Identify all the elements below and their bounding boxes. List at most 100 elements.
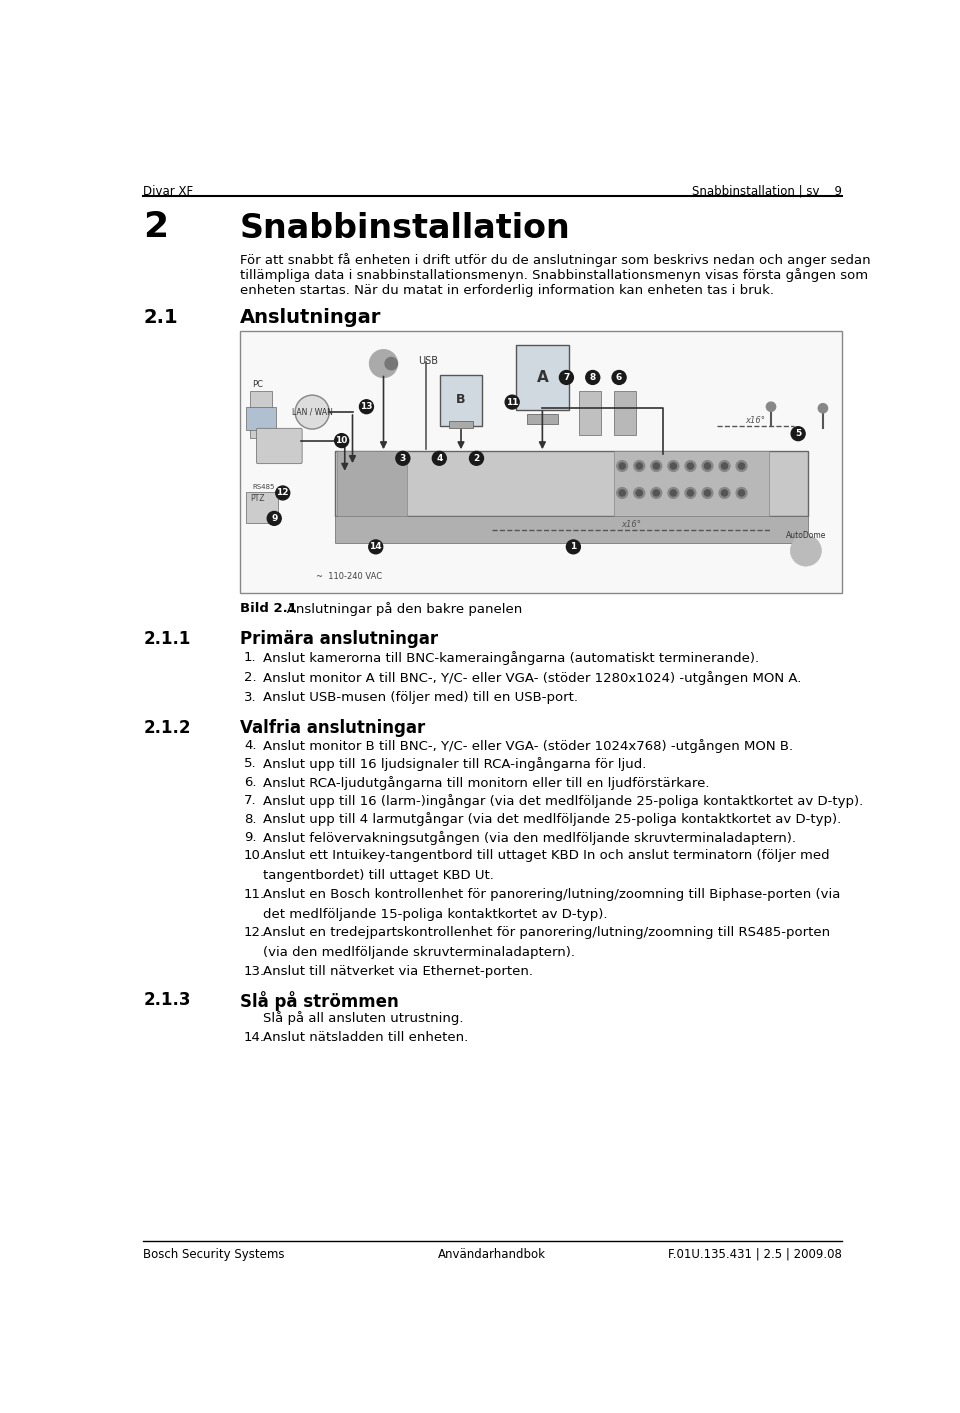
Text: Anslut USB-musen (följer med) till en USB-port.: Anslut USB-musen (följer med) till en US… <box>263 691 578 704</box>
Text: Anslut monitor A till BNC-, Y/C- eller VGA- (stöder 1280x1024) -utgången MON A.: Anslut monitor A till BNC-, Y/C- eller V… <box>263 671 802 685</box>
Text: 13.: 13. <box>244 965 265 978</box>
Circle shape <box>359 400 373 414</box>
Text: tillämpliga data i snabbinstallationsmenyn. Snabbinstallationsmenyn visas första: tillämpliga data i snabbinstallationsmen… <box>240 268 868 283</box>
Bar <box>335 451 808 516</box>
Text: PTZ: PTZ <box>251 493 265 503</box>
Text: 1: 1 <box>570 543 577 551</box>
Text: AutoDome: AutoDome <box>785 531 826 540</box>
Text: Slå på all ansluten utrustning.: Slå på all ansluten utrustning. <box>263 1012 464 1026</box>
Text: Snabbinstallation: Snabbinstallation <box>240 212 571 244</box>
Circle shape <box>736 461 747 472</box>
Circle shape <box>738 463 745 469</box>
Circle shape <box>634 461 645 472</box>
Text: 9.: 9. <box>244 831 256 844</box>
Circle shape <box>791 427 805 441</box>
Text: Anslut ett Intuikey-tangentbord till uttaget KBD In och anslut terminatorn (följ: Anslut ett Intuikey-tangentbord till utt… <box>263 849 830 862</box>
Text: 8.: 8. <box>244 812 256 825</box>
Text: ~  110-240 VAC: ~ 110-240 VAC <box>316 572 382 581</box>
Text: det medlföljande 15-poliga kontaktkortet av D-typ).: det medlföljande 15-poliga kontaktkortet… <box>263 909 608 921</box>
Circle shape <box>685 461 696 472</box>
Text: F.01U.135.431 | 2.5 | 2009.08: F.01U.135.431 | 2.5 | 2009.08 <box>668 1248 842 1260</box>
Circle shape <box>586 370 600 384</box>
Text: enheten startas. När du matat in erforderlig information kan enheten tas i bruk.: enheten startas. När du matat in erforde… <box>240 284 774 297</box>
Text: Anslutningar på den bakre panelen: Anslutningar på den bakre panelen <box>275 602 522 616</box>
Text: 14: 14 <box>370 543 382 551</box>
Text: Anslut till nätverket via Ethernet-porten.: Anslut till nätverket via Ethernet-porte… <box>263 965 534 978</box>
Bar <box>579 390 601 435</box>
Text: Användarhandbok: Användarhandbok <box>438 1248 546 1260</box>
Text: Anslut upp till 16 ljudsignaler till RCA-ingångarna för ljud.: Anslut upp till 16 ljudsignaler till RCA… <box>263 757 647 771</box>
FancyBboxPatch shape <box>256 428 302 463</box>
Text: Divar XF: Divar XF <box>143 185 193 198</box>
Circle shape <box>705 490 710 496</box>
Circle shape <box>651 461 661 472</box>
Text: Anslut kamerorna till BNC-kameraingångarna (automatiskt terminerande).: Anslut kamerorna till BNC-kameraingångar… <box>263 651 759 664</box>
Text: 3: 3 <box>399 454 406 463</box>
Bar <box>247 407 276 430</box>
Circle shape <box>687 463 693 469</box>
Circle shape <box>668 461 679 472</box>
Text: (via den medlföljande skruvterminaladaptern).: (via den medlföljande skruvterminaladapt… <box>263 947 575 959</box>
Text: Anslut en Bosch kontrollenhet för panorering/lutning/zoomning till Biphase-porte: Anslut en Bosch kontrollenhet för panore… <box>263 887 841 901</box>
Circle shape <box>651 487 661 499</box>
Text: 12.: 12. <box>244 927 265 940</box>
Circle shape <box>702 487 713 499</box>
Circle shape <box>653 463 660 469</box>
Text: RS485: RS485 <box>252 483 275 490</box>
Text: Anslut monitor B till BNC-, Y/C- eller VGA- (stöder 1024x768) -utgången MON B.: Anslut monitor B till BNC-, Y/C- eller V… <box>263 739 794 753</box>
Text: 11.: 11. <box>244 887 265 901</box>
Text: 2.: 2. <box>244 671 256 684</box>
Text: 9: 9 <box>271 514 277 523</box>
Circle shape <box>385 357 397 370</box>
Circle shape <box>721 463 728 469</box>
Circle shape <box>687 490 693 496</box>
Text: 1.: 1. <box>244 651 256 664</box>
Circle shape <box>616 461 628 472</box>
Text: 2: 2 <box>473 454 480 463</box>
Text: Bild 2.1: Bild 2.1 <box>240 602 297 615</box>
FancyBboxPatch shape <box>449 421 472 428</box>
Text: Primära anslutningar: Primära anslutningar <box>240 630 439 649</box>
Text: 5: 5 <box>795 430 802 438</box>
Text: 5.: 5. <box>244 757 256 770</box>
Text: 2.1.1: 2.1.1 <box>143 630 191 649</box>
Circle shape <box>295 396 329 430</box>
Text: 7: 7 <box>564 373 569 382</box>
Circle shape <box>335 434 348 448</box>
Text: Anslut upp till 4 larmutgångar (via det medlföljande 25-poliga kontaktkortet av : Anslut upp till 4 larmutgångar (via det … <box>263 812 842 827</box>
Circle shape <box>369 540 383 554</box>
Text: 13: 13 <box>360 403 372 411</box>
Circle shape <box>634 487 645 499</box>
Text: 10: 10 <box>335 437 348 445</box>
Text: x16°: x16° <box>746 415 765 425</box>
Text: Bosch Security Systems: Bosch Security Systems <box>143 1248 285 1260</box>
Text: tangentbordet) till uttaget KBD Ut.: tangentbordet) till uttaget KBD Ut. <box>263 869 494 883</box>
Circle shape <box>560 370 573 384</box>
Text: 8: 8 <box>589 373 596 382</box>
Text: Anslut felövervakningsutgången (via den medlföljande skruvterminaladaptern).: Anslut felövervakningsutgången (via den … <box>263 831 797 845</box>
Circle shape <box>685 487 696 499</box>
Text: Slå på strömmen: Slå på strömmen <box>240 991 398 1012</box>
Circle shape <box>719 461 730 472</box>
Circle shape <box>276 486 290 500</box>
Circle shape <box>636 490 642 496</box>
Text: 6: 6 <box>616 373 622 382</box>
Bar <box>337 451 407 516</box>
Text: 10.: 10. <box>244 849 265 862</box>
Text: LAN / WAN: LAN / WAN <box>292 407 332 417</box>
Text: För att snabbt få enheten i drift utför du de anslutningar som beskrivs nedan oc: För att snabbt få enheten i drift utför … <box>240 253 871 267</box>
Text: USB: USB <box>419 356 439 366</box>
Circle shape <box>790 536 822 567</box>
Text: 4: 4 <box>436 454 443 463</box>
Circle shape <box>721 490 728 496</box>
Text: Anslut nätsladden till enheten.: Anslut nätsladden till enheten. <box>263 1031 468 1044</box>
Text: Snabbinstallation | sv    9: Snabbinstallation | sv 9 <box>692 185 842 198</box>
Text: 4.: 4. <box>244 739 256 752</box>
Bar <box>614 390 636 435</box>
Text: B: B <box>456 393 466 407</box>
Text: A: A <box>537 370 548 384</box>
Circle shape <box>668 487 679 499</box>
FancyBboxPatch shape <box>516 345 568 410</box>
Text: 7.: 7. <box>244 794 256 807</box>
FancyBboxPatch shape <box>246 492 278 523</box>
